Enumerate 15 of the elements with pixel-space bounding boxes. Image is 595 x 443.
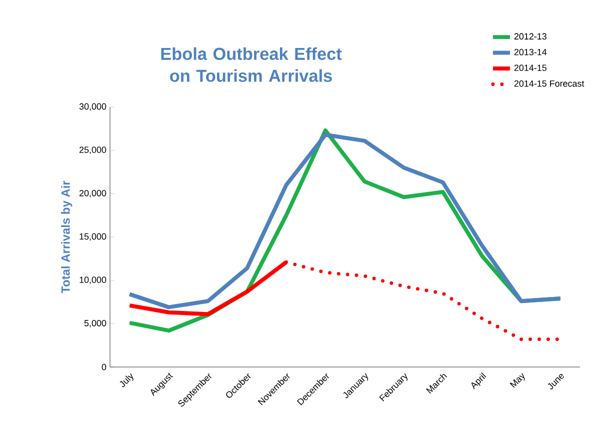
y-tick-label: 5,000 [84,320,106,328]
legend-label: 2013-14 [514,48,547,56]
legend-label: 2014-15 Forecast [514,80,584,87]
y-tick-label: 25,000 [80,146,106,154]
y-tick-label: 10,000 [80,276,106,284]
legend-label: 2014-15 [514,64,546,71]
y-axis-title: Total Arrivals by Air [61,180,72,294]
x-tick-label: May [510,373,525,388]
y-tick-label: 30,000 [79,103,106,111]
y-tick-label: 0 [102,364,106,370]
y-tick-label: 20,000 [80,190,106,198]
chart-title: Ebola Outbreak Effect on Tourism Arrivals [161,47,342,82]
y-tick-label: 15,000 [80,233,106,241]
x-tick-label: July [120,373,134,388]
legend-label: 2012-13 [514,33,546,40]
